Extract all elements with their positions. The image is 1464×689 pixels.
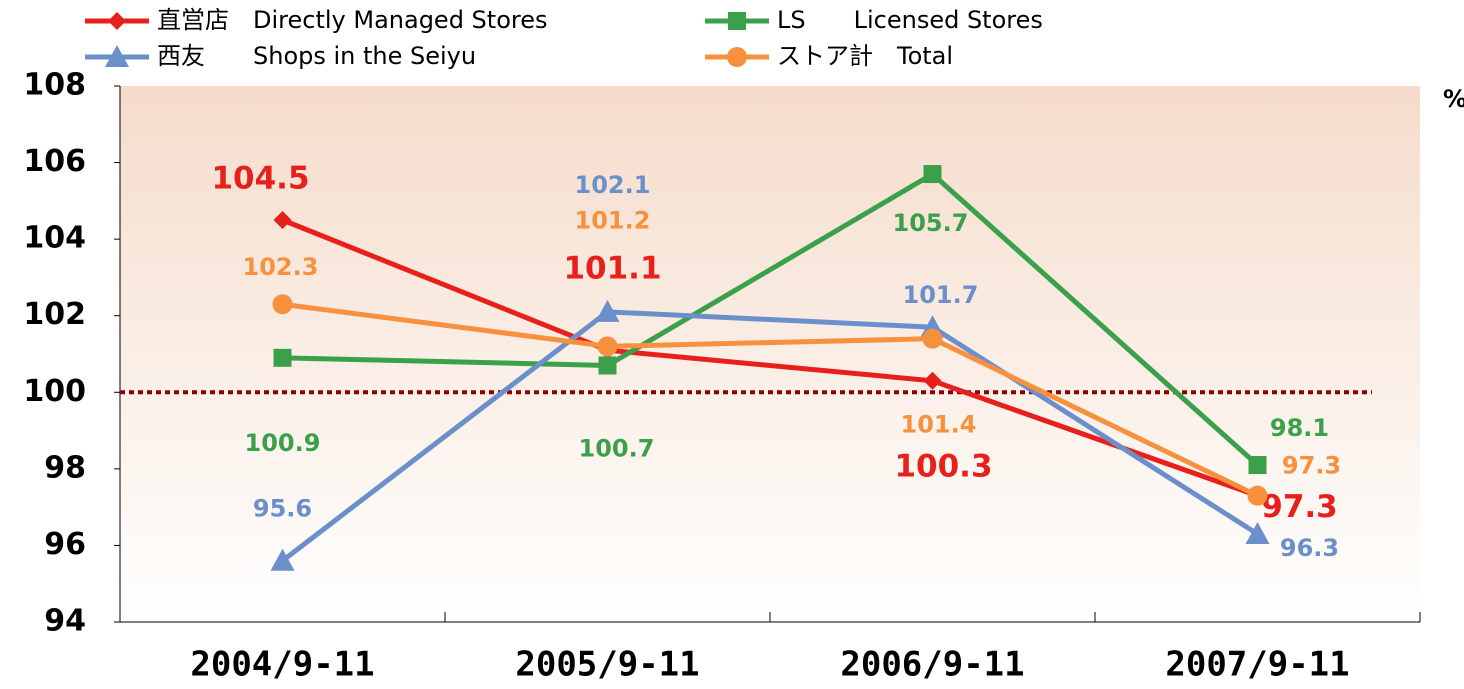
legend-marker (728, 12, 746, 30)
y-tick-label: 102 (23, 297, 86, 332)
data-point (598, 356, 617, 375)
data-label: 100.9 (245, 429, 321, 457)
legend-label: ストア計 Total (777, 42, 953, 70)
y-tick-label: 94 (44, 604, 86, 639)
data-label: 95.6 (253, 495, 312, 523)
data-point (1245, 521, 1270, 544)
x-tick-label: 2006/9-11 (840, 645, 1024, 685)
data-point (272, 294, 293, 315)
data-label: 100.7 (579, 434, 655, 462)
data-point (597, 336, 618, 357)
y-tick-label: 108 (23, 68, 86, 103)
data-label: 101.7 (903, 281, 979, 309)
unit-label: % (1443, 85, 1464, 113)
data-label: 96.3 (1280, 534, 1339, 562)
series-line (280, 309, 1259, 563)
y-tick-label: 96 (44, 527, 86, 562)
data-point (1248, 456, 1267, 475)
y-tick-label: 104 (23, 221, 86, 256)
plot-area (120, 86, 1420, 622)
legend-marker (727, 47, 747, 67)
y-tick-label: 106 (23, 144, 86, 179)
data-point (273, 348, 292, 367)
data-point (922, 328, 943, 349)
y-tick-label: 98 (44, 450, 86, 485)
data-point (273, 211, 292, 229)
y-tick-label: 100 (23, 374, 86, 409)
x-tick-label: 2005/9-11 (515, 645, 699, 685)
legend-label: 西友 Shops in the Seiyu (157, 42, 476, 70)
data-point (1247, 485, 1268, 506)
data-label: 97.3 (1261, 489, 1338, 525)
data-point (923, 371, 942, 390)
data-label: 98.1 (1270, 414, 1329, 442)
legend-label: LS Licensed Stores (777, 6, 1043, 34)
legend-marker (108, 12, 126, 30)
data-label: 104.5 (211, 161, 309, 197)
x-tick-label: 2007/9-11 (1165, 645, 1349, 685)
data-label: 102.1 (575, 171, 651, 199)
data-label: 101.1 (563, 251, 661, 287)
data-point (595, 299, 620, 322)
legend-marker (105, 45, 129, 67)
data-label: 101.2 (575, 206, 651, 234)
data-label: 97.3 (1282, 452, 1341, 480)
data-label: 105.7 (893, 209, 969, 237)
data-point (923, 165, 942, 184)
data-label: 102.3 (243, 253, 319, 281)
series-line (282, 301, 1259, 498)
legend-label: 直営店 Directly Managed Stores (157, 6, 548, 34)
series-line (281, 217, 1259, 499)
series-line (282, 170, 1260, 467)
data-label: 101.4 (901, 411, 977, 439)
x-tick-label: 2004/9-11 (190, 645, 374, 685)
data-point (270, 548, 295, 571)
data-label: 100.3 (894, 448, 992, 484)
